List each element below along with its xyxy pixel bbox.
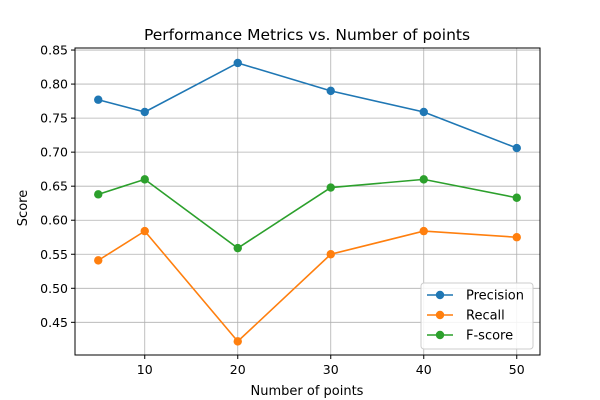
x-axis-label: Number of points (251, 384, 364, 399)
recall-point (94, 256, 103, 265)
x-axis: 10 20 30 40 50 (137, 355, 525, 377)
precision-point (326, 86, 335, 96)
f-score-point (512, 193, 521, 202)
x-tick-label: 10 (137, 362, 153, 377)
f-score-line (98, 178, 517, 250)
y-tick-label: 0.60 (40, 213, 68, 228)
legend-box (420, 282, 534, 350)
precision-point (512, 143, 521, 153)
legend-swatch-marker-f-score (435, 330, 445, 340)
recall-point (419, 226, 428, 236)
y-tick-label: 0.65 (40, 179, 68, 194)
legend: Precision Recall F-score (420, 282, 534, 350)
series-layer (94, 58, 521, 346)
f-score-point (419, 175, 428, 184)
recall-point (512, 233, 521, 242)
precision-point (419, 107, 428, 117)
recall-point (140, 226, 149, 236)
x-tick-label: 50 (509, 362, 525, 377)
plot-frame (74, 47, 541, 356)
f-score-point (326, 183, 335, 192)
y-tick-label: 0.85 (40, 43, 68, 58)
y-tick-label: 0.70 (40, 145, 68, 160)
x-tick-label: 40 (416, 362, 432, 377)
legend-label-recall: Recall (466, 309, 505, 324)
recall-point (326, 250, 335, 259)
f-score-point (94, 190, 103, 199)
legend-label-f-score: F-score (466, 329, 513, 344)
f-score-point (233, 243, 242, 253)
precision-point (140, 107, 149, 117)
chart-title: Performance Metrics vs. Number of points (144, 26, 470, 44)
precision-point (94, 95, 103, 104)
x-tick-label: 30 (323, 362, 339, 377)
legend-swatch-marker-precision (435, 290, 445, 300)
series-precision (94, 58, 521, 153)
y-tick-label: 0.80 (40, 77, 68, 92)
y-tick-label: 0.50 (40, 281, 68, 296)
y-tick-label: 0.45 (40, 315, 68, 330)
y-axis: 0.45 0.50 0.55 0.60 0.65 0.70 0.75 0.80 0.85 (40, 43, 75, 330)
recall-point (233, 337, 242, 346)
x-tick-label: 20 (230, 362, 246, 377)
y-tick-label: 0.75 (40, 111, 68, 126)
series-f-score (94, 175, 521, 253)
y-tick-label: 0.55 (40, 247, 68, 262)
y-axis-label: Score (16, 190, 31, 226)
series-recall (94, 226, 521, 346)
precision-line (98, 62, 518, 149)
legend-label-precision: Precision (466, 289, 524, 304)
legend-swatch-marker-recall (435, 310, 445, 320)
precision-point (233, 58, 242, 68)
recall-line (97, 230, 517, 343)
f-score-point (140, 175, 149, 184)
